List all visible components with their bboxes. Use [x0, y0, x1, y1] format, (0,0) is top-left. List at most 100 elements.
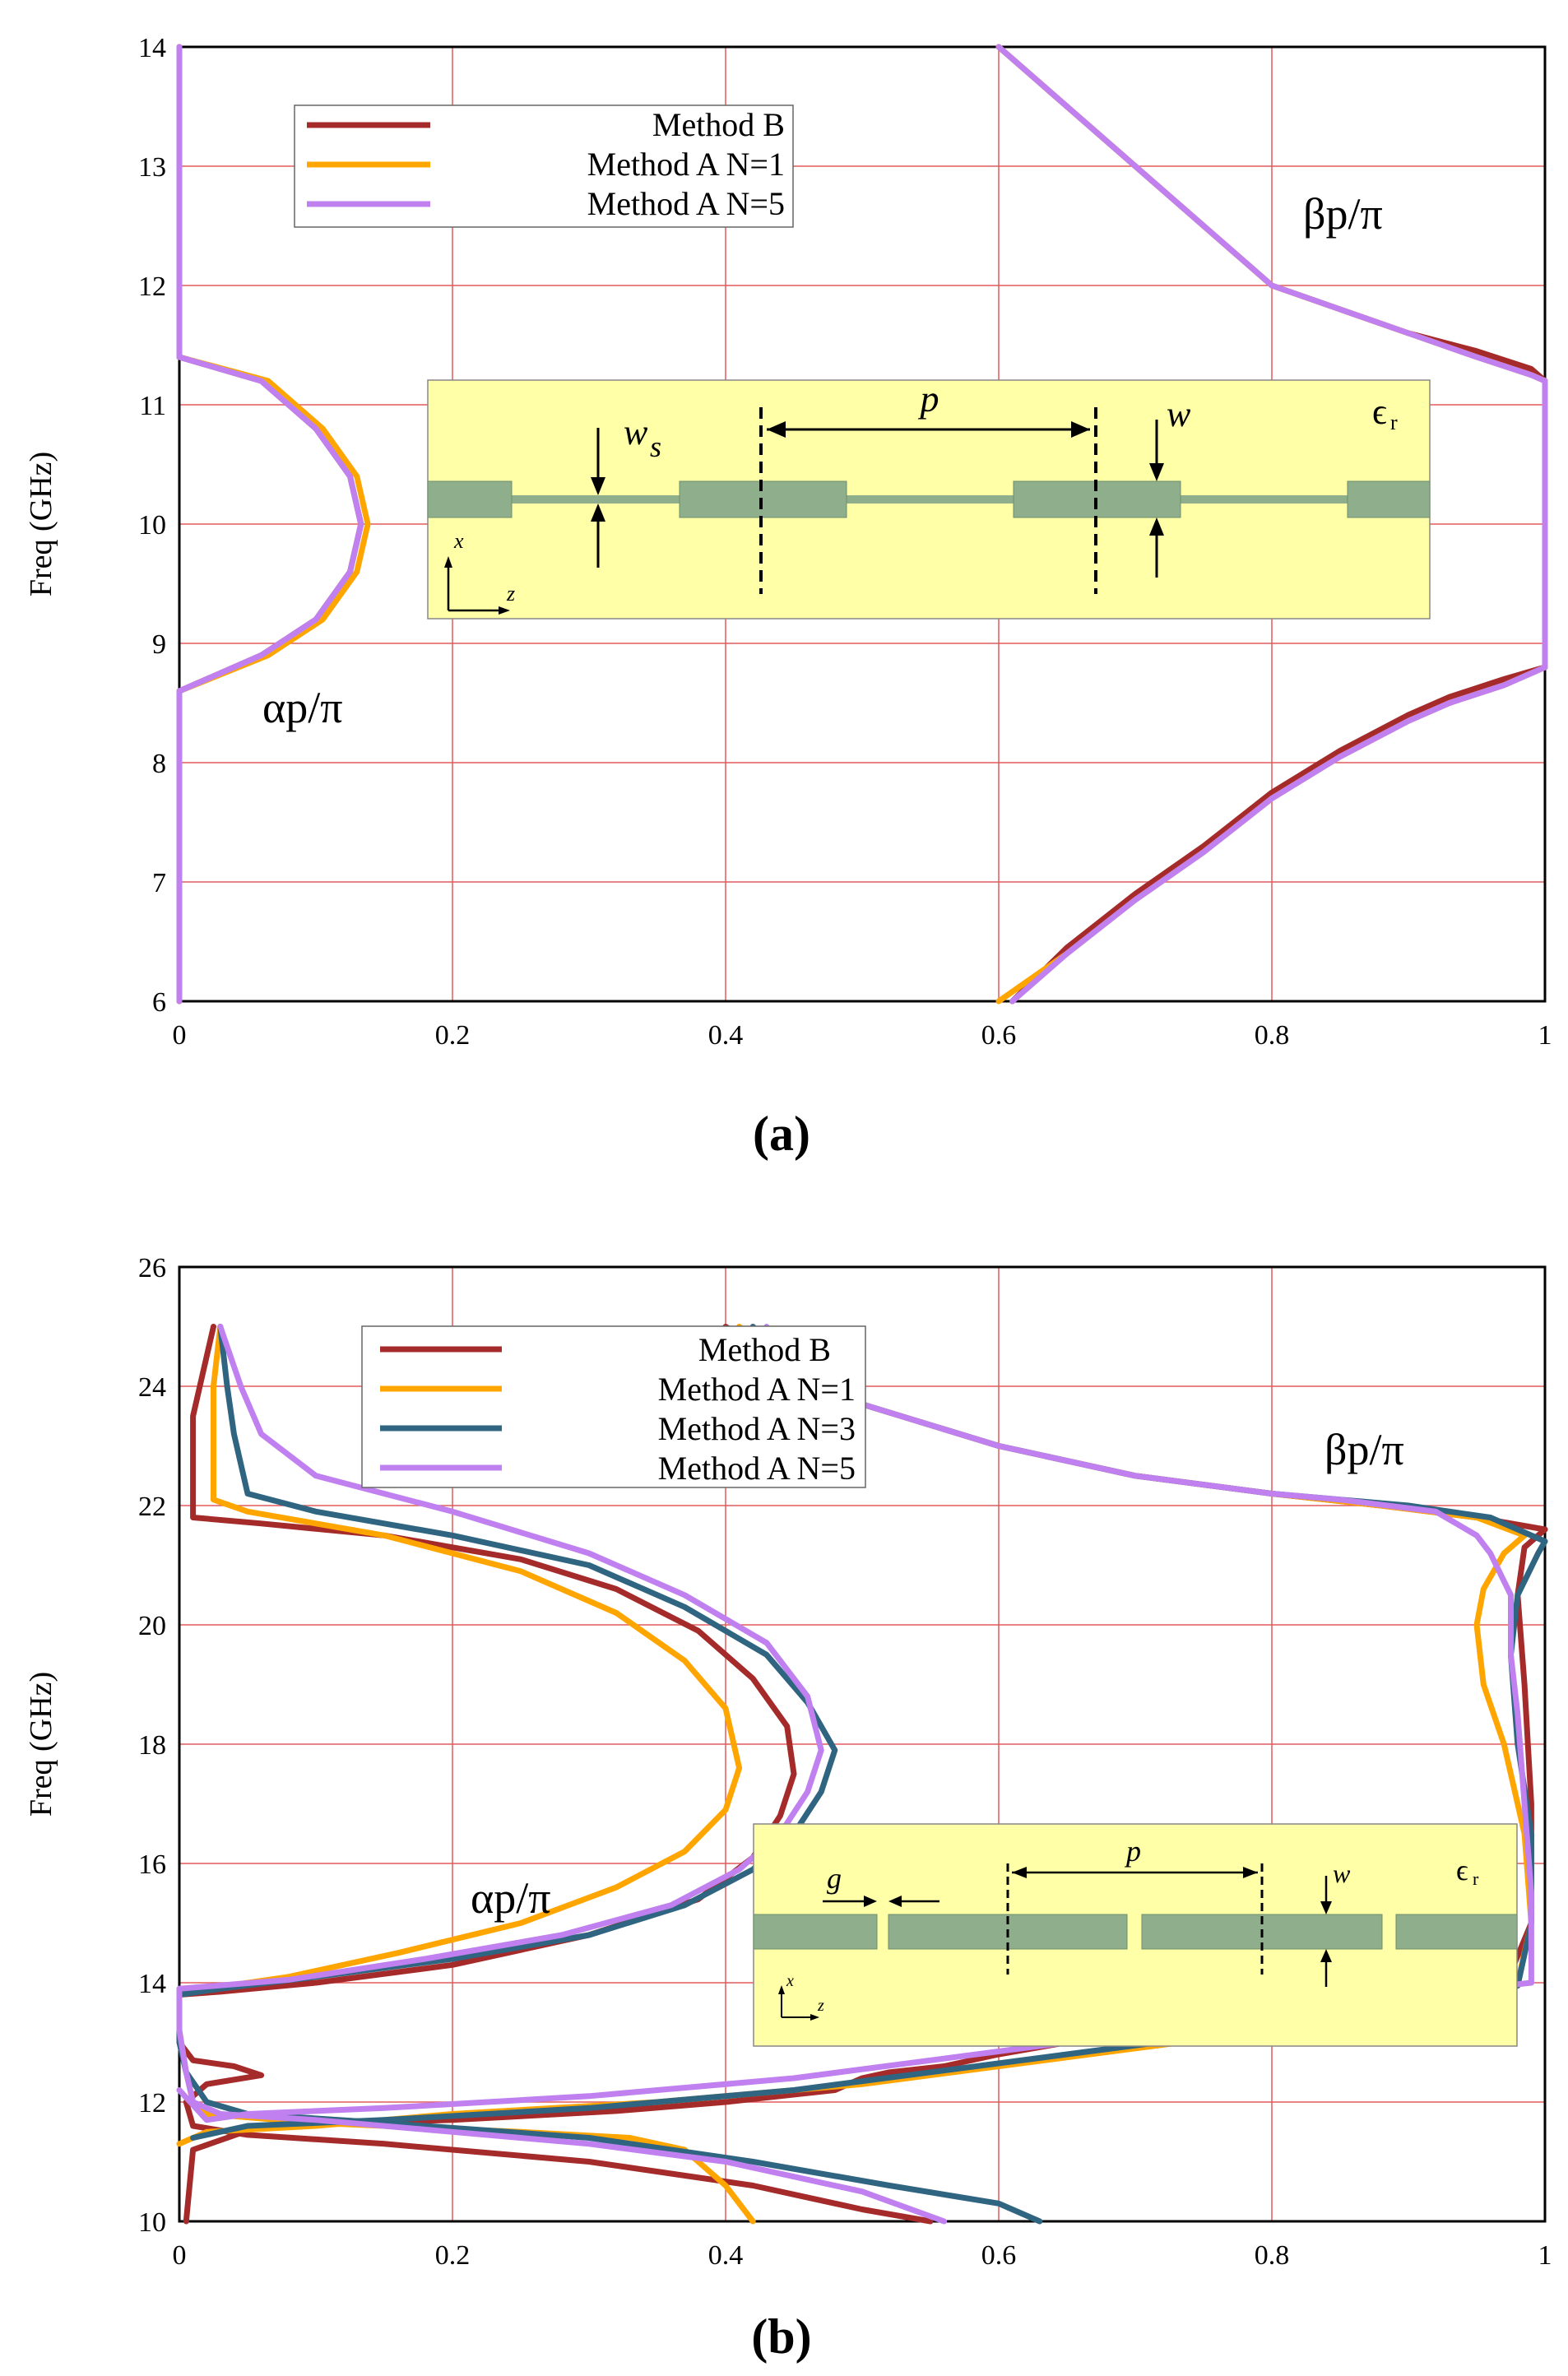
y-tick-label: 12 [138, 271, 166, 302]
x-tick-label: 0.4 [708, 2240, 744, 2271]
annotation-b-beta: βp/π [1324, 1425, 1404, 1474]
x-tick-label: 1 [1538, 1020, 1552, 1051]
inset-a-z-label: z [506, 582, 515, 606]
y-tick-label: 10 [138, 510, 166, 541]
x-tick-label: 0.6 [981, 2240, 1017, 2271]
inset-b: p g w ϵ r x z [753, 1823, 1518, 2047]
annotation-a-alpha: αp/π [262, 683, 343, 732]
inset-b-background [753, 1823, 1518, 2047]
legend-b-label-method-b: Method B [698, 1331, 831, 1368]
series-line-method-b [176, 1324, 797, 1998]
y-tick-label: 18 [138, 1730, 166, 1761]
legend-b-box [361, 1325, 866, 1488]
inset-a-thin-line [428, 495, 1430, 504]
y-tick-label: 10 [138, 2207, 166, 2238]
inset-a-x-label: x [453, 529, 464, 553]
series-b [176, 1324, 1548, 2225]
legend-b-label-method-a-n1: Method A N=1 [658, 1371, 856, 1408]
inset-b-x-label: x [786, 1972, 794, 1990]
series-line-method-a-n-1 [176, 354, 371, 694]
panel-label-a: (a) [753, 1107, 810, 1161]
y-tick-label: 11 [139, 391, 166, 421]
inset-b-epsilon-subscript: r [1473, 1868, 1479, 1889]
inset-b-block [1395, 1914, 1518, 1950]
series-line-method-a-n-5 [1009, 664, 1548, 1005]
series-a [176, 44, 1548, 1005]
y-tick-label: 9 [152, 629, 166, 660]
x-tick-label: 0.4 [708, 1020, 744, 1051]
inset-a-arrowhead [1149, 463, 1164, 481]
series-line-method-a-n-1 [176, 1324, 743, 1998]
x-tick-label: 0.2 [435, 2240, 471, 2271]
inset-a-arrowhead [767, 421, 786, 438]
y-tick-label: 7 [152, 868, 166, 898]
inset-a-arrowhead [591, 477, 605, 495]
series-line-method-b [183, 2099, 934, 2225]
grid-b [179, 1267, 1545, 2221]
series-line-method-a-n-5 [995, 44, 1548, 384]
legend-a-label-method-b: Method B [652, 106, 785, 143]
panel-label-b: (b) [751, 2309, 811, 2364]
inset-b-g-label: g [827, 1862, 842, 1895]
inset-b-arrowhead [1320, 1949, 1332, 1962]
ylabel-b: Freq (GHz) [24, 1672, 58, 1817]
tick-labels-a: 0 0.2 0.4 0.6 0.8 1 6 7 8 9 10 11 12 13 14 [138, 33, 1552, 1051]
series-line-method-a-n-3 [176, 1324, 838, 1998]
inset-a-block [679, 480, 847, 518]
inset-b-arrowhead [864, 1896, 877, 1907]
legend-a-label-method-a-n5: Method A N=5 [587, 185, 785, 222]
series-line-method-a-n-5 [176, 354, 364, 694]
inset-a-arrowhead [1071, 421, 1090, 438]
y-tick-label: 20 [138, 1611, 166, 1641]
legend-b-label-method-a-n3: Method A N=3 [658, 1410, 856, 1447]
inset-b-arrowhead [888, 1896, 902, 1907]
x-tick-label: 0.6 [981, 1020, 1017, 1051]
y-tick-label: 16 [138, 1849, 166, 1880]
inset-a-arrowhead [1149, 517, 1164, 536]
inset-a-epsilon-label: ϵ [1372, 392, 1387, 432]
inset-b-arrowhead [1012, 1867, 1027, 1878]
legend-b-label-method-a-n5: Method A N=5 [658, 1450, 856, 1487]
inset-b-epsilon-label: ϵ [1456, 1854, 1468, 1886]
legend-a: Method B Method A N=1 Method A N=5 [294, 104, 794, 228]
inset-a-ws-label: w [624, 412, 648, 452]
x-tick-label: 0 [173, 1020, 187, 1051]
inset-b-arrowhead [778, 1985, 785, 1994]
inset-a-w-label: w [1167, 394, 1191, 434]
series-line-method-b [1009, 664, 1548, 1005]
inset-a-p-label: p [918, 378, 939, 420]
x-tick-label: 0.2 [435, 1020, 471, 1051]
y-tick-label: 26 [138, 1253, 166, 1283]
y-tick-label: 14 [138, 1969, 166, 1999]
annotation-b-alpha: αp/π [471, 1873, 551, 1923]
x-tick-label: 0.8 [1255, 2240, 1290, 2271]
inset-a-epsilon-subscript: r [1390, 411, 1398, 434]
legend-b: Method B Method A N=1 Method A N=3 Metho… [361, 1325, 866, 1488]
x-tick-label: 1 [1538, 2240, 1552, 2271]
inset-a-arrowhead [499, 606, 510, 615]
y-tick-label: 22 [138, 1492, 166, 1522]
inset-b-arrowhead [810, 2014, 819, 2021]
inset-a: p w s w ϵ r x z [427, 378, 1431, 620]
inset-b-w-label: w [1333, 1859, 1351, 1888]
ylabel-a: Freq (GHz) [24, 452, 58, 596]
y-tick-label: 8 [152, 749, 166, 779]
inset-b-p-label: p [1124, 1835, 1141, 1868]
y-tick-label: 24 [138, 1372, 166, 1403]
y-tick-label: 13 [138, 152, 166, 183]
inset-a-arrowhead [591, 504, 605, 522]
series-line-method-a-n-5 [176, 1985, 197, 2105]
inset-b-arrowhead [1243, 1867, 1258, 1878]
y-tick-label: 14 [138, 33, 166, 63]
inset-b-z-label: z [817, 1997, 824, 2015]
y-tick-label: 6 [152, 987, 166, 1018]
panel-b: 0 0.2 0.4 0.6 0.8 1 10 12 14 16 18 20 22 24 26 Freq (G… [24, 1253, 1552, 2364]
inset-a-block [427, 480, 513, 518]
legend-a-label-method-a-n1: Method A N=1 [587, 146, 785, 183]
inset-b-arrowhead [1320, 1901, 1332, 1914]
x-tick-label: 0.8 [1255, 1020, 1290, 1051]
inset-b-block [753, 1914, 878, 1950]
inset-a-ws-subscript: s [650, 430, 661, 463]
